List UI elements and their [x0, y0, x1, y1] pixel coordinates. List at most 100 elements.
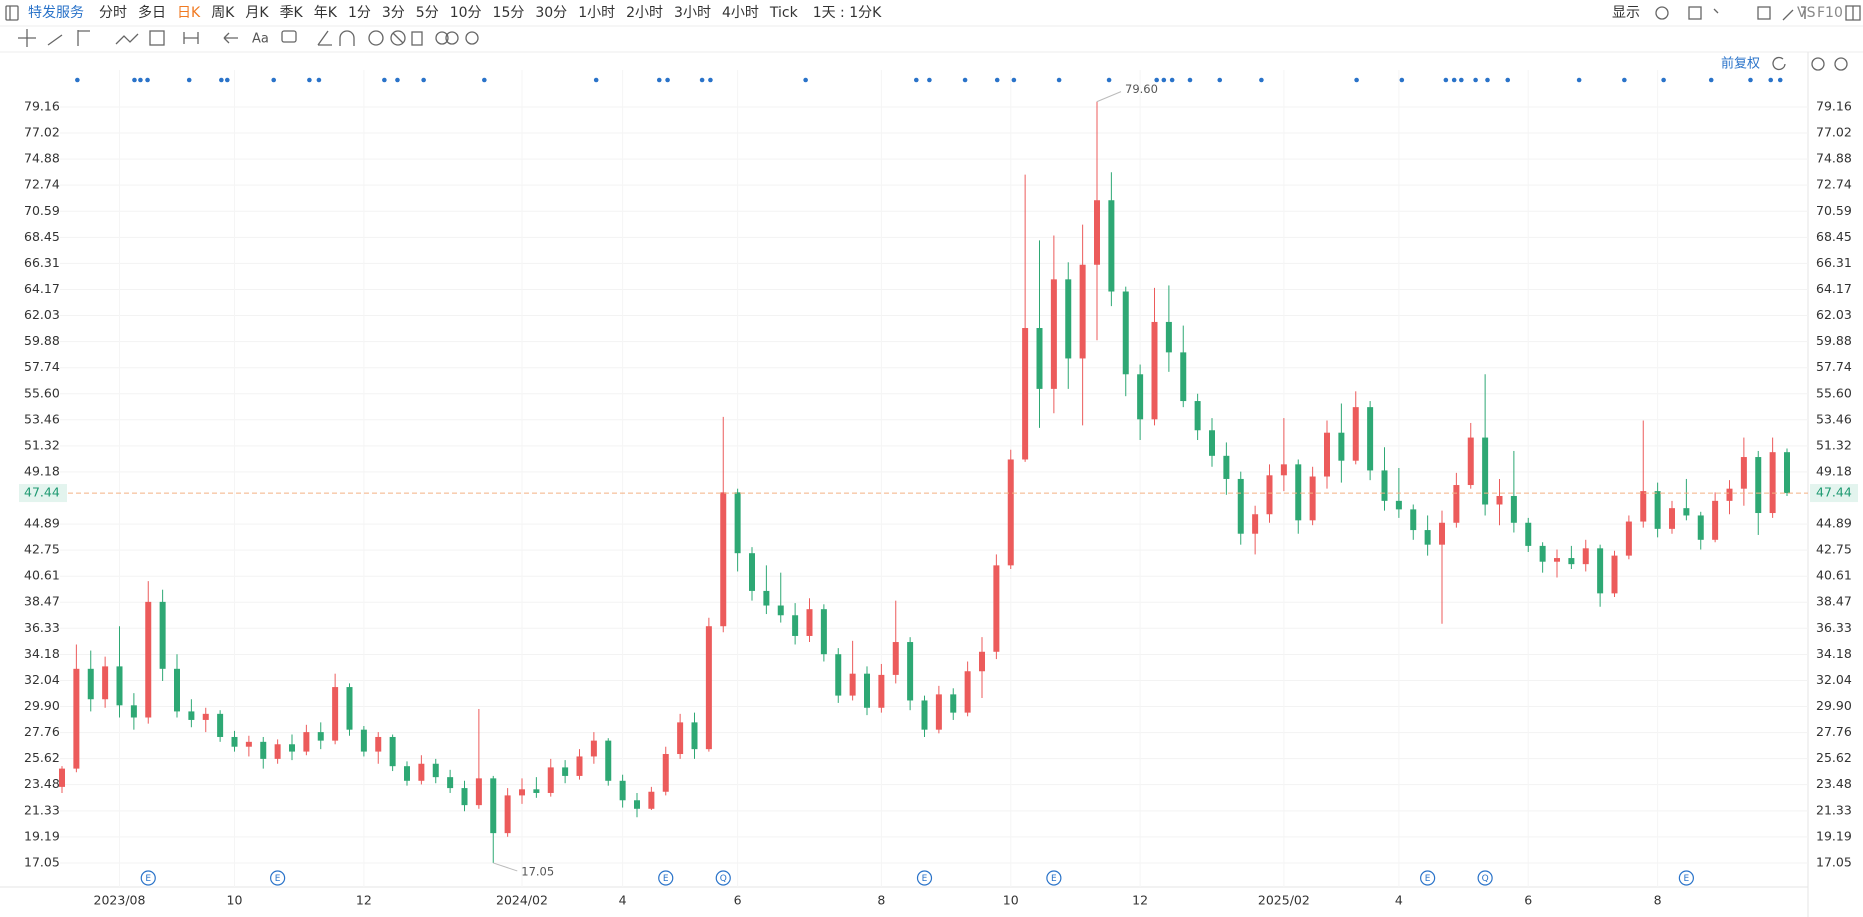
candle-body: [1194, 401, 1201, 431]
period-tab[interactable]: 日K: [177, 5, 201, 21]
candle-body: [590, 740, 597, 757]
y-tick-label: 27.76: [24, 724, 60, 739]
candle-body: [1324, 432, 1330, 477]
candle-body: [1496, 495, 1503, 505]
event-dot: [1056, 77, 1062, 83]
candle-body: [935, 694, 942, 730]
event-badge[interactable]: [916, 870, 933, 886]
candle-body: [1036, 328, 1043, 389]
event-badge[interactable]: [140, 870, 156, 886]
candle-body: [1726, 488, 1733, 501]
x-tick-label: 4: [1395, 893, 1403, 908]
event-badge[interactable]: [1477, 870, 1493, 886]
candle-body: [892, 642, 899, 675]
candle-body: [1022, 328, 1029, 460]
x-tick-label: 8: [1654, 893, 1662, 908]
event-dot: [1106, 77, 1112, 83]
period-tab[interactable]: 月K: [245, 5, 269, 21]
period-tab[interactable]: 周K: [211, 5, 235, 21]
candle-body: [562, 767, 569, 776]
period-tab[interactable]: 5分: [416, 5, 439, 21]
y-tick-label: 49.18: [24, 463, 60, 478]
event-dot: [482, 77, 487, 83]
candle-body: [777, 605, 784, 616]
event-badge[interactable]: [658, 870, 674, 886]
period-tab[interactable]: 15分: [493, 5, 525, 21]
x-tick-label: 2023/08: [94, 893, 146, 908]
last-price-label: 47.44: [1816, 485, 1852, 500]
period-tab[interactable]: 年K: [314, 5, 338, 21]
period-tab[interactable]: Tick: [769, 5, 799, 21]
candle-body: [360, 729, 367, 752]
period-tab[interactable]: 2小时: [626, 5, 663, 21]
candle-body: [1467, 437, 1474, 486]
candle-body: [174, 668, 180, 712]
period-tab[interactable]: 1分: [348, 5, 371, 21]
y-tick-label: 53.46: [24, 411, 60, 426]
event-badge[interactable]: [1046, 870, 1062, 886]
candle-body: [274, 744, 281, 759]
period-setting[interactable]: 1天 : 1分K: [813, 5, 882, 21]
adjust-mode[interactable]: 前复权: [1721, 56, 1760, 72]
y-tick-label: 59.88: [1816, 333, 1852, 348]
event-badge[interactable]: [1678, 870, 1694, 886]
period-tab[interactable]: 多日: [138, 4, 166, 21]
y-tick-label: 19.19: [1816, 828, 1852, 843]
candle-body: [1352, 407, 1359, 461]
period-tab[interactable]: 3小时: [674, 5, 711, 21]
f10-button[interactable]: F10: [1817, 5, 1843, 21]
y-tick-label: 36.33: [24, 620, 60, 635]
candle-body: [447, 777, 454, 789]
event-dot: [1443, 77, 1449, 83]
candle-body: [303, 732, 310, 752]
event-dot: [1622, 77, 1627, 83]
y-tick-label: 21.33: [1816, 802, 1852, 817]
display-menu[interactable]: 显示: [1612, 5, 1640, 21]
period-tab[interactable]: 分时: [99, 5, 127, 21]
x-tick-label: 12: [1132, 893, 1148, 908]
candle-body: [619, 780, 626, 801]
candle-body: [864, 673, 870, 708]
candle-body: [87, 668, 94, 700]
last-price-box: [19, 484, 67, 503]
event-dot: [1354, 77, 1359, 83]
candle-body: [245, 741, 252, 747]
y-tick-label: 55.60: [24, 385, 60, 400]
y-tick-label: 62.03: [1816, 307, 1852, 322]
y-tick-label: 68.45: [24, 229, 60, 244]
period-tab[interactable]: 4小时: [722, 5, 759, 21]
candle-body: [1180, 352, 1187, 402]
y-tick-label: 44.89: [1816, 516, 1852, 531]
candle-body: [1769, 452, 1776, 514]
x-tick-label: 10: [227, 893, 243, 908]
stock-name[interactable]: 特发服务: [28, 5, 84, 21]
max-label: 79.60: [1125, 82, 1158, 96]
candle-body: [1784, 452, 1790, 494]
candle-body: [1280, 464, 1287, 476]
y-tick-label: 40.61: [1816, 568, 1852, 583]
event-badge[interactable]: [715, 870, 731, 886]
y-tick-label: 55.60: [1816, 385, 1852, 400]
candle-body: [1669, 508, 1675, 529]
period-tab[interactable]: 1小时: [578, 5, 615, 21]
y-tick-label: 38.47: [24, 594, 60, 609]
event-dot: [186, 77, 192, 83]
period-tab[interactable]: 季K: [280, 5, 304, 21]
compare-button[interactable]: VS: [1797, 5, 1816, 21]
candle-body: [1740, 457, 1747, 489]
max-leader: [1096, 91, 1122, 103]
event-dot: [75, 77, 80, 83]
period-tab[interactable]: 10分: [450, 5, 482, 21]
period-tab[interactable]: 30分: [535, 5, 567, 21]
candle-body: [1050, 279, 1057, 389]
event-badge[interactable]: [270, 870, 286, 886]
event-dot: [1169, 77, 1175, 83]
candle-body: [1338, 432, 1345, 461]
text-tool[interactable]: Aa: [252, 32, 269, 47]
event-badge[interactable]: [1420, 870, 1436, 886]
candle-body: [1482, 437, 1489, 505]
period-tab[interactable]: 3分: [382, 5, 405, 21]
candle-body: [849, 673, 856, 696]
event-dot: [1748, 77, 1753, 83]
y-tick-label: 79.16: [1816, 99, 1852, 114]
